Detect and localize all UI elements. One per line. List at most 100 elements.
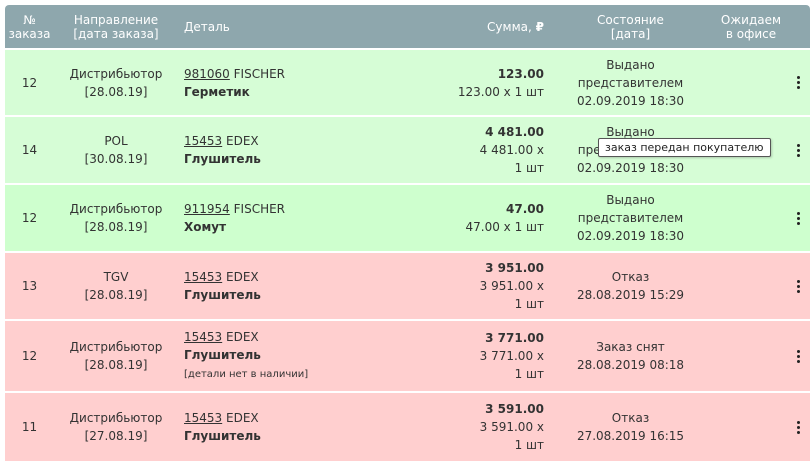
sum-total: 3 771.00 [485,331,544,345]
sum-total: 47.00 [506,202,544,216]
sum-total: 4 481.00 [485,125,544,139]
sum-quantity: 1 шт [514,297,544,311]
state-label: Заказ снят [596,340,665,354]
table-row[interactable]: 13 TGV [28.08.19] 15453 EDEX Глушитель 3… [5,251,810,319]
order-sum: 3 771.00 3 771.00 x 1 шт [353,321,546,391]
table-row[interactable]: 12 Дистрибьютор [28.08.19] 15453 EDEX Гл… [5,319,810,391]
part-name: Глушитель [184,152,261,166]
header-menu-spacer [787,5,810,48]
orders-table: № заказа Направление [дата заказа] Деталь … [5,5,810,461]
order-direction: Дистрибьютор [28.08.19] [54,321,178,391]
order-number: 13 [5,253,54,319]
direction-name: Дистрибьютор [69,66,163,81]
order-state: Заказ снят 28.08.2019 08:18 [546,321,715,391]
part-brand: FISCHER [233,66,286,81]
sum-total: 3 951.00 [485,261,544,275]
sum-quantity: 1 шт [514,161,544,175]
header-num-line1: № [23,12,36,27]
order-state: Отказ 27.08.2019 16:15 [546,393,715,461]
direction-name: Дистрибьютор [69,411,163,425]
table-header: № заказа Направление [дата заказа] Деталь … [5,5,810,48]
more-vertical-icon[interactable] [797,279,800,293]
sum-calc: 3 951.00 x [479,279,544,293]
part-code-link[interactable]: 981060 [184,66,230,81]
part-brand: EDEX [226,411,259,425]
part-brand: FISCHER [233,202,286,216]
row-menu-button[interactable] [787,321,810,391]
header-order-number: № заказа [5,5,54,48]
order-detail: 15453 EDEX Глушитель [178,253,353,319]
header-state-line1: Состояние [597,12,664,27]
order-state: Отказ 28.08.2019 15:29 [546,253,715,319]
state-label: Выдано [606,57,655,72]
order-direction: Дистрибьютор [28.08.19] [54,185,178,251]
order-direction: POL [30.08.19] [54,117,178,183]
order-number-value: 12 [21,349,38,363]
more-vertical-icon[interactable] [797,76,800,89]
header-wait-line1: Ожидаем [720,12,782,27]
sum-calc: 4 481.00 x [479,143,544,157]
order-direction: Дистрибьютор [27.08.19] [54,393,178,461]
more-vertical-icon[interactable] [797,143,800,157]
more-vertical-icon[interactable] [797,349,800,363]
part-brand: EDEX [226,134,259,148]
part-code-link[interactable]: 15453 [184,330,223,344]
row-menu-button[interactable] [787,50,810,115]
state-detail: представителем [577,75,684,90]
order-waiting [715,50,787,115]
table-row[interactable]: 12 Дистрибьютор [28.08.19] 911954 FISCHE… [5,183,810,251]
order-waiting [715,393,787,461]
header-dir-line2: [дата заказа] [73,26,159,41]
header-direction: Направление [дата заказа] [54,5,178,48]
order-sum: 123.00 123.00 x 1 шт [353,50,546,115]
state-label: Отказ [611,411,650,425]
order-waiting [715,321,787,391]
order-number-value: 14 [21,143,38,157]
order-detail: 15453 EDEX Глушитель [детали нет в налич… [178,321,353,391]
order-number: 11 [5,393,54,461]
sum-total: 123.00 [497,66,544,81]
part-code-link[interactable]: 15453 [184,411,223,425]
order-number-value: 11 [21,420,38,434]
order-date: [27.08.19] [84,429,148,443]
row-menu-button[interactable] [787,117,810,183]
part-name: Глушитель [184,348,261,362]
table-row[interactable]: 11 Дистрибьютор [27.08.19] 15453 EDEX Гл… [5,391,810,461]
order-number-value: 12 [21,211,38,225]
order-direction: TGV [28.08.19] [54,253,178,319]
table-row[interactable]: 12 Дистрибьютор [28.08.19] 981060 FISCHE… [5,48,810,115]
more-vertical-icon[interactable] [797,420,800,434]
header-state: Состояние [дата] [546,5,715,48]
order-number: 12 [5,50,54,115]
state-label: Отказ [611,270,650,284]
row-menu-button[interactable] [787,393,810,461]
header-wait-line2: в офисе [725,26,777,41]
status-tooltip: заказ передан покупателю [598,138,771,157]
state-date: 02.09.2019 18:30 [576,93,685,108]
direction-name: Дистрибьютор [69,340,163,354]
order-number-value: 13 [21,279,38,293]
order-number: 14 [5,117,54,183]
state-detail: 28.08.2019 08:18 [576,358,685,372]
order-date: [28.08.19] [84,84,148,99]
order-sum: 3 951.00 3 951.00 x 1 шт [353,253,546,319]
part-code-link[interactable]: 911954 [184,202,230,216]
order-detail: 15453 EDEX Глушитель [178,393,353,461]
ruble-icon: ₽ [535,19,544,34]
part-code-link[interactable]: 15453 [184,134,223,148]
order-detail: 15453 EDEX Глушитель [178,117,353,183]
header-sum-label: Сумма, [487,19,532,34]
order-date: [30.08.19] [84,152,148,166]
part-code-link[interactable]: 15453 [184,270,223,284]
part-name: Глушитель [184,288,261,302]
header-dir-line1: Направление [73,12,159,27]
order-date: [28.08.19] [84,220,148,234]
order-date: [28.08.19] [84,358,148,372]
order-detail: 981060 FISCHER Герметик [178,50,353,115]
row-menu-button[interactable] [787,185,810,251]
state-detail: 27.08.2019 16:15 [576,429,685,443]
order-number: 12 [5,185,54,251]
row-menu-button[interactable] [787,253,810,319]
sum-calc: 47.00 x 1 шт [465,220,544,234]
more-vertical-icon[interactable] [797,211,800,225]
